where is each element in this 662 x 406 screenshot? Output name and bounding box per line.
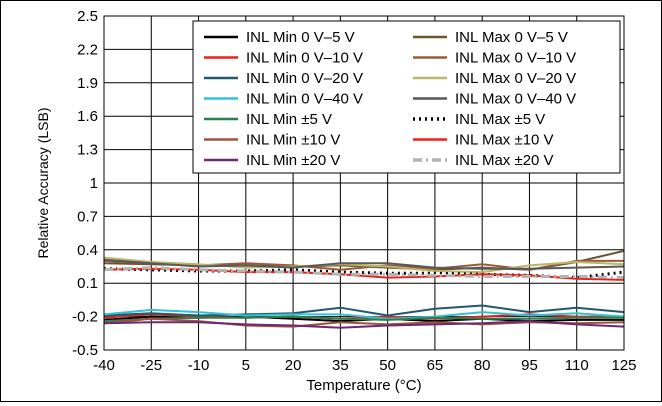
series-lines — [103, 249, 625, 329]
x-tick-label: -40 — [93, 357, 115, 374]
y-tick-label: 1.6 — [77, 108, 98, 125]
x-tick-label: 125 — [611, 357, 636, 374]
legend-label: INL Max 0 V–5 V — [455, 29, 568, 46]
y-tick-label: 1 — [90, 175, 98, 192]
legend-label: INL Min 0 V–40 V — [246, 91, 363, 108]
legend-label: INL Min ±10 V — [246, 132, 340, 149]
x-tick-label: 110 — [565, 357, 589, 374]
y-tick-label: 1.9 — [77, 75, 98, 92]
legend: INL Min 0 V–5 V INL Min 0 V–10 V INL Min 0… — [192, 20, 621, 174]
x-tick-label: 95 — [521, 357, 538, 374]
x-tick-label: 20 — [285, 357, 302, 374]
y-tick-label: 2.2 — [77, 41, 98, 58]
series-line — [103, 266, 625, 280]
series-line — [103, 308, 625, 320]
legend-label: INL Max ±5 V — [455, 111, 545, 128]
x-axis-label: Temperature (°C) — [306, 377, 421, 394]
legend-label: INL Min ±20 V — [246, 152, 340, 169]
series-line — [103, 256, 625, 274]
plot-area-border — [103, 15, 625, 351]
x-tick-label: 5 — [242, 357, 250, 374]
x-tick-label: 65 — [427, 357, 444, 374]
legend-label: INL Max ±20 V — [455, 152, 554, 169]
y-axis-label: Relative Accuracy (LSB) — [35, 108, 51, 259]
legend-label: INL Min 0 V–10 V — [246, 50, 363, 67]
y-tick-label: 0.7 — [77, 208, 98, 225]
series-line — [103, 258, 625, 270]
series-line — [103, 267, 625, 281]
x-tick-labels: -40 -25 -10 5 20 35 50 65 80 95 110 125 — [93, 357, 636, 374]
y-tick-label: -0.2 — [72, 309, 98, 326]
x-tick-label: 50 — [379, 357, 396, 374]
y-tick-label: 1.3 — [77, 142, 98, 159]
series-line — [103, 315, 624, 323]
series-line — [103, 304, 625, 317]
x-tick-label: 35 — [332, 357, 349, 374]
y-tick-label: 2.5 — [77, 8, 98, 25]
legend-label: INL Min ±5 V — [246, 111, 332, 128]
legend-label: INL Max 0 V–40 V — [455, 91, 576, 108]
y-tick-label: 0.4 — [77, 242, 98, 259]
legend-box — [192, 20, 621, 174]
legend-label: INL Min 0 V–5 V — [246, 29, 355, 46]
legend-label: INL Max 0 V–20 V — [455, 70, 576, 87]
x-tick-label: -25 — [140, 357, 162, 374]
series-line — [103, 320, 625, 329]
x-tick-label: -10 — [188, 357, 210, 374]
legend-label: INL Max 0 V–10 V — [455, 50, 576, 67]
y-tick-label: 0.1 — [77, 275, 98, 292]
x-tick-label: 80 — [474, 357, 491, 374]
legend-label: INL Min 0 V–20 V — [246, 70, 363, 87]
y-tick-labels: -0.5 -0.2 0.1 0.4 0.7 1 1.3 1.6 1.9 2.2 2.5 — [72, 8, 98, 359]
y-tick-label: -0.5 — [72, 342, 98, 359]
legend-label: INL Max ±10 V — [455, 132, 554, 149]
